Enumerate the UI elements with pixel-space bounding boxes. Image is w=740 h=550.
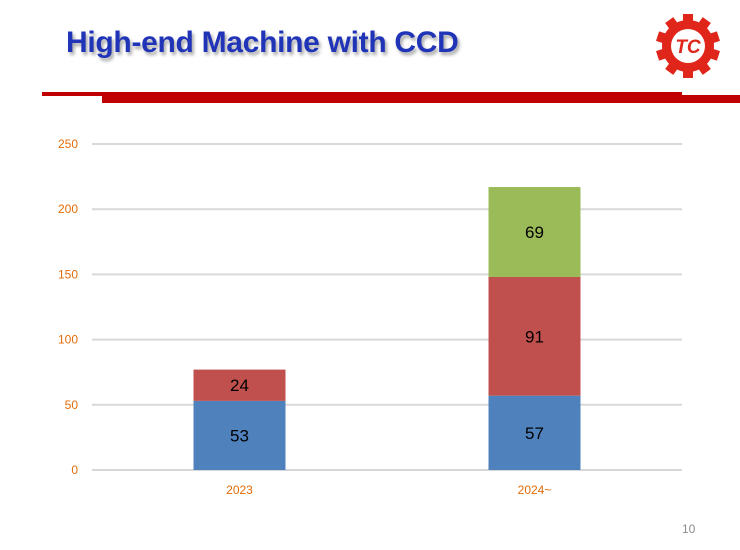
y-tick-label: 150 <box>58 267 78 281</box>
data-label: 91 <box>525 327 544 346</box>
y-axis-ticks: 0 50 100 150 200 250 <box>58 137 78 477</box>
y-tick-label: 250 <box>58 137 78 151</box>
gridlines <box>92 143 682 471</box>
bar-segment <box>193 400 286 470</box>
y-tick-label: 100 <box>58 333 78 347</box>
x-axis-categories: 2023 2024~ <box>226 483 551 497</box>
bar-segment <box>193 369 286 401</box>
data-label: 57 <box>525 424 544 443</box>
gear-logo-icon: TC <box>656 14 720 78</box>
y-tick-label: 50 <box>65 398 79 412</box>
bar-segment <box>488 277 581 396</box>
bar-segment <box>488 395 581 470</box>
page-number: 10 <box>682 522 696 536</box>
bars: 53 24 57 91 69 <box>193 187 581 470</box>
data-label: 69 <box>525 223 544 242</box>
logo-text: TC <box>675 37 701 58</box>
slide-title: High-end Machine with CCD <box>66 26 459 59</box>
data-label: 24 <box>230 376 249 395</box>
x-category-label: 2024~ <box>518 483 552 497</box>
y-tick-label: 0 <box>71 463 78 477</box>
header-rule-thick <box>102 95 740 103</box>
y-tick-label: 200 <box>58 202 78 216</box>
data-label: 53 <box>230 426 249 445</box>
x-category-label: 2023 <box>226 483 253 497</box>
header-rule-thin <box>42 92 682 96</box>
bar-segment <box>488 187 581 278</box>
